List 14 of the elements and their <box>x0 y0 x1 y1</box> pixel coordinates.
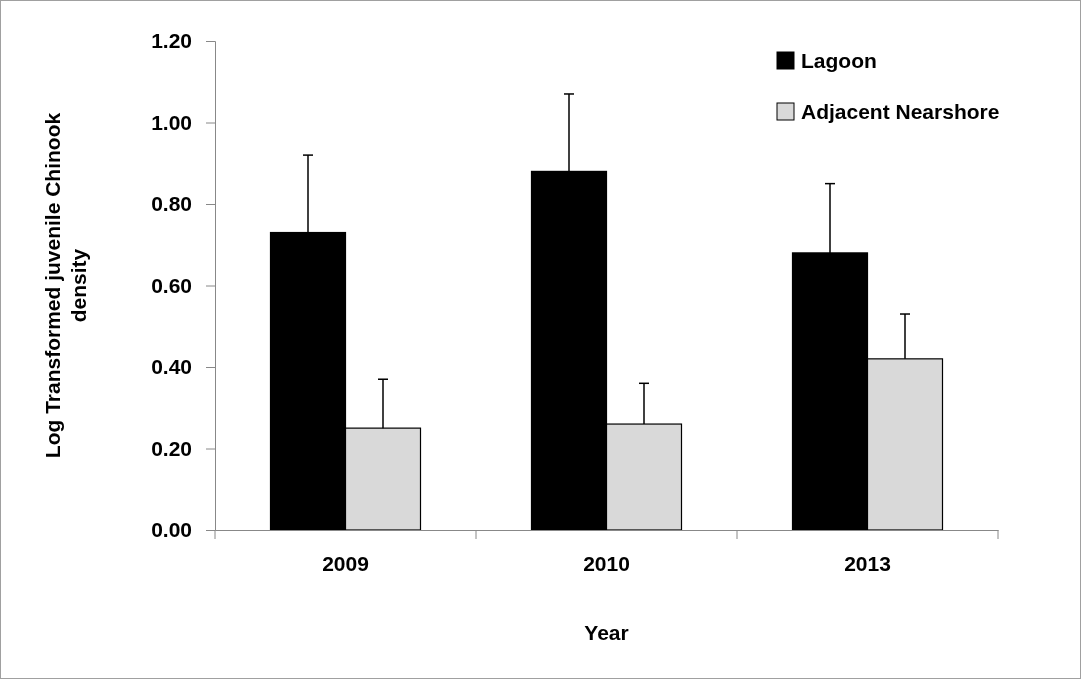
y-tick-label: 1.20 <box>151 29 192 53</box>
x-tick-label: 2009 <box>322 551 369 575</box>
y-tick-label: 0.80 <box>151 192 192 216</box>
x-tick-label: 2013 <box>844 551 891 575</box>
legend-label: Lagoon <box>801 49 877 72</box>
y-tick-label: 1.00 <box>151 110 192 134</box>
x-tick-label: 2010 <box>583 551 630 575</box>
y-tick-label: 0.20 <box>151 436 192 460</box>
y-axis-title: Log Transformed juvenile Chinook density <box>41 112 90 459</box>
y-tick-label: 0.60 <box>151 273 192 297</box>
legend-label: Adjacent Nearshore <box>801 100 1000 123</box>
y-tick-label: 0.40 <box>151 355 192 379</box>
x-axis-title: Year <box>584 621 629 644</box>
y-tick-label: 0.00 <box>151 518 192 542</box>
